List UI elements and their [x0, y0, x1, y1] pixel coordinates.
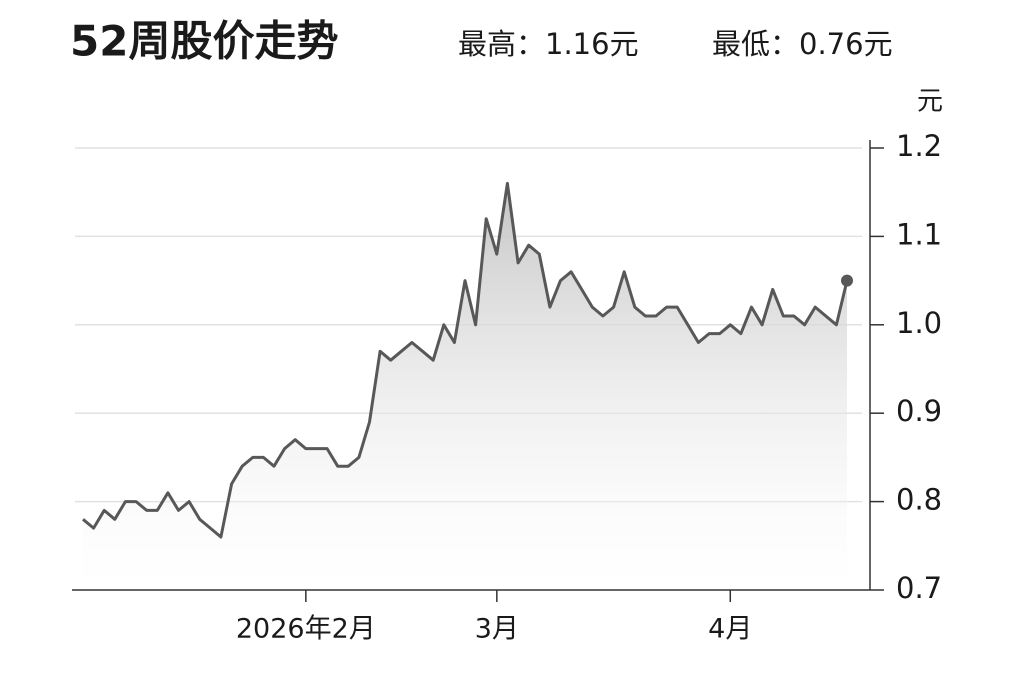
- y-tick-label: 0.9: [896, 394, 942, 428]
- price-line: [82, 181, 849, 539]
- x-tick-label: 2026年2月: [236, 614, 376, 645]
- x-tick-label: 3月: [475, 614, 519, 645]
- y-tick-label: 1.0: [896, 306, 942, 340]
- y-tick-label: 0.7: [896, 571, 942, 605]
- annotation-low: 最低：0.76元: [712, 27, 893, 61]
- y-axis-unit: 元: [917, 87, 943, 117]
- x-tick-label: 4月: [708, 614, 752, 645]
- y-tick-label: 0.8: [896, 483, 942, 517]
- chart-title: 52周股价走势: [70, 17, 338, 66]
- annotation-high: 最高：1.16元: [458, 27, 639, 61]
- last-point: [841, 274, 853, 287]
- y-tick-label: 1.1: [896, 217, 942, 251]
- area: [83, 183, 847, 590]
- y-tick-label: 1.2: [896, 129, 942, 163]
